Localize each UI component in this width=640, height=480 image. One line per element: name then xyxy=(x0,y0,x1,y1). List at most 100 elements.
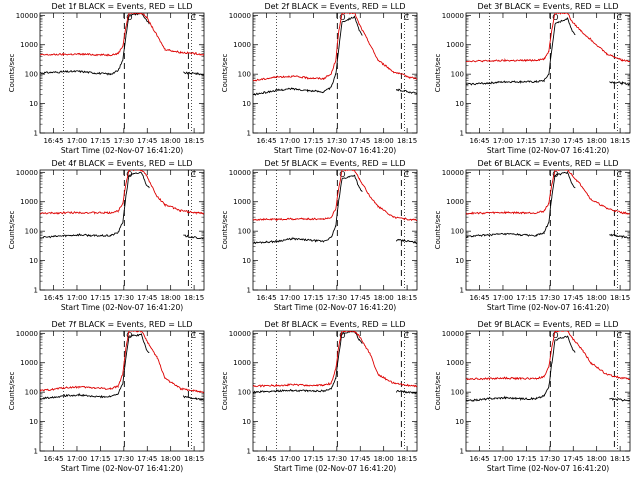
x-axis-label: Start Time (02-Nov-07 16:41:20) xyxy=(487,146,609,155)
events-series-line xyxy=(253,174,417,245)
marker-o: O xyxy=(339,331,345,340)
y-tick-label: 100 xyxy=(238,228,251,236)
y-tick-label: 1000 xyxy=(233,359,251,367)
y-tick-label: 1000 xyxy=(20,198,38,206)
y-tick-label: 1 xyxy=(460,130,464,138)
plot-frame xyxy=(465,169,631,291)
x-axis-label: Start Time (02-Nov-07 16:41:20) xyxy=(61,303,183,312)
y-tick-label: 10 xyxy=(242,418,251,426)
x-tick-label: 17:30 xyxy=(540,137,560,145)
x-axis-label: Start Time (02-Nov-07 16:41:20) xyxy=(274,464,396,473)
x-tick-label: 17:00 xyxy=(280,294,300,302)
x-tick-label: 18:00 xyxy=(587,455,607,463)
panel-title: Det 7f BLACK = Events, RED = LLD xyxy=(51,320,192,329)
y-tick-label: 10000 xyxy=(16,169,38,177)
marker-o: O xyxy=(339,170,345,179)
x-tick-label: 17:15 xyxy=(303,294,323,302)
plot-frame xyxy=(465,12,631,134)
y-axis-label: Counts/sec xyxy=(8,54,16,93)
x-tick-label: 18:15 xyxy=(184,455,204,463)
y-tick-label: 100 xyxy=(451,71,464,79)
y-tick-label: 10000 xyxy=(229,169,251,177)
marker-o: O xyxy=(126,13,132,22)
y-tick-label: 100 xyxy=(238,389,251,397)
events-series-line xyxy=(253,15,417,96)
y-tick-label: 1000 xyxy=(20,359,38,367)
x-axis-label: Start Time (02-Nov-07 16:41:20) xyxy=(274,146,396,155)
x-axis-label: Start Time (02-Nov-07 16:41:20) xyxy=(61,146,183,155)
lld-series-line xyxy=(40,331,204,394)
x-tick-label: 18:00 xyxy=(374,455,394,463)
y-tick-label: 1 xyxy=(247,448,251,456)
y-axis-label: Counts/sec xyxy=(8,372,16,411)
y-tick-label: 1000 xyxy=(233,41,251,49)
x-axis-label: Start Time (02-Nov-07 16:41:20) xyxy=(487,303,609,312)
marker-c: C xyxy=(191,331,197,340)
x-tick-label: 16:45 xyxy=(43,294,63,302)
y-tick-label: 100 xyxy=(451,228,464,236)
marker-c: C xyxy=(617,170,623,179)
y-tick-label: 10000 xyxy=(442,169,464,177)
chart-panel-6: Det 6f BLACK = Events, RED = LLD 1 10 100 10… xyxy=(434,159,631,312)
panel-title: Det 2f BLACK = Events, RED = LLD xyxy=(264,2,405,11)
plot-frame xyxy=(252,330,418,452)
x-tick-label: 16:45 xyxy=(256,455,276,463)
y-tick-label: 100 xyxy=(451,389,464,397)
marker-c: C xyxy=(617,13,623,22)
x-tick-label: 17:15 xyxy=(516,294,536,302)
chart-panel-9: Det 9f BLACK = Events, RED = LLD 1 10 100 10… xyxy=(434,320,631,473)
x-tick-label: 17:15 xyxy=(90,294,110,302)
x-tick-label: 17:15 xyxy=(90,455,110,463)
x-tick-label: 18:00 xyxy=(161,137,181,145)
x-tick-label: 18:00 xyxy=(374,294,394,302)
x-tick-label: 17:15 xyxy=(516,137,536,145)
x-tick-label: 17:30 xyxy=(327,137,347,145)
y-tick-label: 1 xyxy=(34,448,38,456)
x-axis-label: Start Time (02-Nov-07 16:41:20) xyxy=(487,464,609,473)
marker-o: O xyxy=(339,13,345,22)
x-tick-label: 17:30 xyxy=(114,455,134,463)
x-tick-label: 18:00 xyxy=(161,294,181,302)
y-tick-label: 1 xyxy=(34,287,38,295)
y-tick-label: 10000 xyxy=(229,12,251,20)
x-tick-label: 17:45 xyxy=(563,137,583,145)
x-tick-label: 16:45 xyxy=(43,455,63,463)
lld-series-line xyxy=(466,13,630,63)
x-tick-label: 17:00 xyxy=(67,137,87,145)
panel-title: Det 6f BLACK = Events, RED = LLD xyxy=(477,159,618,168)
y-tick-label: 10000 xyxy=(16,12,38,20)
y-tick-label: 10000 xyxy=(229,330,251,338)
y-tick-label: 10000 xyxy=(442,12,464,20)
x-tick-label: 18:15 xyxy=(610,294,630,302)
y-tick-label: 100 xyxy=(25,389,38,397)
y-tick-label: 10 xyxy=(242,100,251,108)
x-tick-label: 17:15 xyxy=(516,455,536,463)
x-tick-label: 17:00 xyxy=(493,294,513,302)
x-tick-label: 17:45 xyxy=(350,294,370,302)
panel-title: Det 4f BLACK = Events, RED = LLD xyxy=(51,159,192,168)
events-series-line xyxy=(253,331,417,395)
chart-panel-8: Det 8f BLACK = Events, RED = LLD 1 10 100 10… xyxy=(221,320,418,473)
x-tick-label: 17:00 xyxy=(493,137,513,145)
marker-c: C xyxy=(404,170,410,179)
x-tick-label: 17:30 xyxy=(540,455,560,463)
y-tick-label: 1000 xyxy=(446,198,464,206)
y-tick-label: 10 xyxy=(455,418,464,426)
marker-c: C xyxy=(617,331,623,340)
marker-o: O xyxy=(552,13,558,22)
y-tick-label: 10 xyxy=(455,257,464,265)
events-series-line xyxy=(466,17,630,86)
lld-series-line xyxy=(40,13,204,57)
lld-series-line xyxy=(40,170,204,215)
x-tick-label: 18:00 xyxy=(374,137,394,145)
panel-title: Det 8f BLACK = Events, RED = LLD xyxy=(264,320,405,329)
events-series-line xyxy=(40,13,204,76)
marker-c: C xyxy=(404,13,410,22)
chart-panel-7: Det 7f BLACK = Events, RED = LLD 1 10 100 10… xyxy=(8,320,205,473)
panel-title: Det 9f BLACK = Events, RED = LLD xyxy=(477,320,618,329)
x-tick-label: 16:45 xyxy=(469,294,489,302)
x-tick-label: 18:00 xyxy=(161,455,181,463)
panel-title: Det 3f BLACK = Events, RED = LLD xyxy=(477,2,618,11)
x-tick-label: 17:30 xyxy=(327,455,347,463)
events-series-line xyxy=(40,171,204,240)
